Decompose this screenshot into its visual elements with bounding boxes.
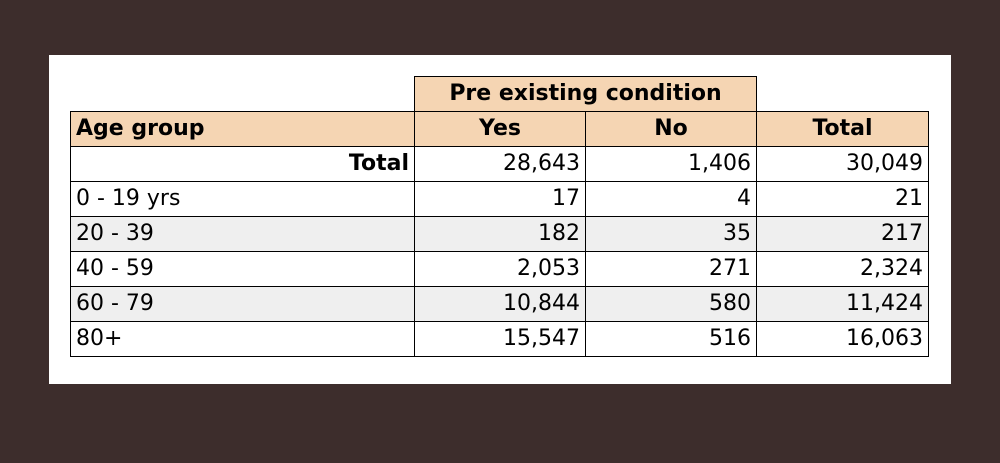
row-label: 80+ bbox=[70, 321, 415, 357]
table-row-total: Total 28,643 1,406 30,049 bbox=[70, 146, 929, 182]
header-spacer bbox=[757, 77, 929, 112]
cell-yes: 182 bbox=[414, 216, 586, 252]
row-label: 0 - 19 yrs bbox=[70, 181, 415, 217]
table-row: 80+ 15,547 516 16,063 bbox=[70, 321, 929, 357]
cell-no: 4 bbox=[585, 181, 757, 217]
header-spacer bbox=[71, 77, 415, 112]
cell-total: 21 bbox=[756, 181, 929, 217]
cell-total: 16,063 bbox=[756, 321, 929, 357]
table-row: 40 - 59 2,053 271 2,324 bbox=[70, 251, 929, 287]
table-row: 60 - 79 10,844 580 11,424 bbox=[70, 286, 929, 322]
table-row: 20 - 39 182 35 217 bbox=[70, 216, 929, 252]
cell-total: 2,324 bbox=[756, 251, 929, 287]
column-header-age-group: Age group bbox=[70, 111, 415, 147]
cell-no: 1,406 bbox=[585, 146, 757, 182]
cell-yes: 28,643 bbox=[414, 146, 586, 182]
cell-yes: 2,053 bbox=[414, 251, 586, 287]
cell-yes: 17 bbox=[414, 181, 586, 217]
column-header-yes: Yes bbox=[414, 111, 586, 147]
cell-yes: 10,844 bbox=[414, 286, 586, 322]
cell-no: 35 bbox=[585, 216, 757, 252]
column-header-total: Total bbox=[756, 111, 929, 147]
column-header-row: Age group Yes No Total bbox=[70, 111, 929, 147]
age-condition-table: Pre existing condition Age group Yes No … bbox=[70, 76, 929, 357]
table-row: 0 - 19 yrs 17 4 21 bbox=[70, 181, 929, 217]
row-label: Total bbox=[70, 146, 415, 182]
row-label: 20 - 39 bbox=[70, 216, 415, 252]
cell-yes: 15,547 bbox=[414, 321, 586, 357]
cell-no: 580 bbox=[585, 286, 757, 322]
group-header-pre-existing-condition: Pre existing condition bbox=[414, 76, 757, 112]
group-header-row: Pre existing condition bbox=[71, 76, 929, 112]
row-label: 40 - 59 bbox=[70, 251, 415, 287]
cell-total: 217 bbox=[756, 216, 929, 252]
cell-no: 271 bbox=[585, 251, 757, 287]
column-header-no: No bbox=[585, 111, 757, 147]
row-label: 60 - 79 bbox=[70, 286, 415, 322]
cell-no: 516 bbox=[585, 321, 757, 357]
cell-total: 30,049 bbox=[756, 146, 929, 182]
cell-total: 11,424 bbox=[756, 286, 929, 322]
